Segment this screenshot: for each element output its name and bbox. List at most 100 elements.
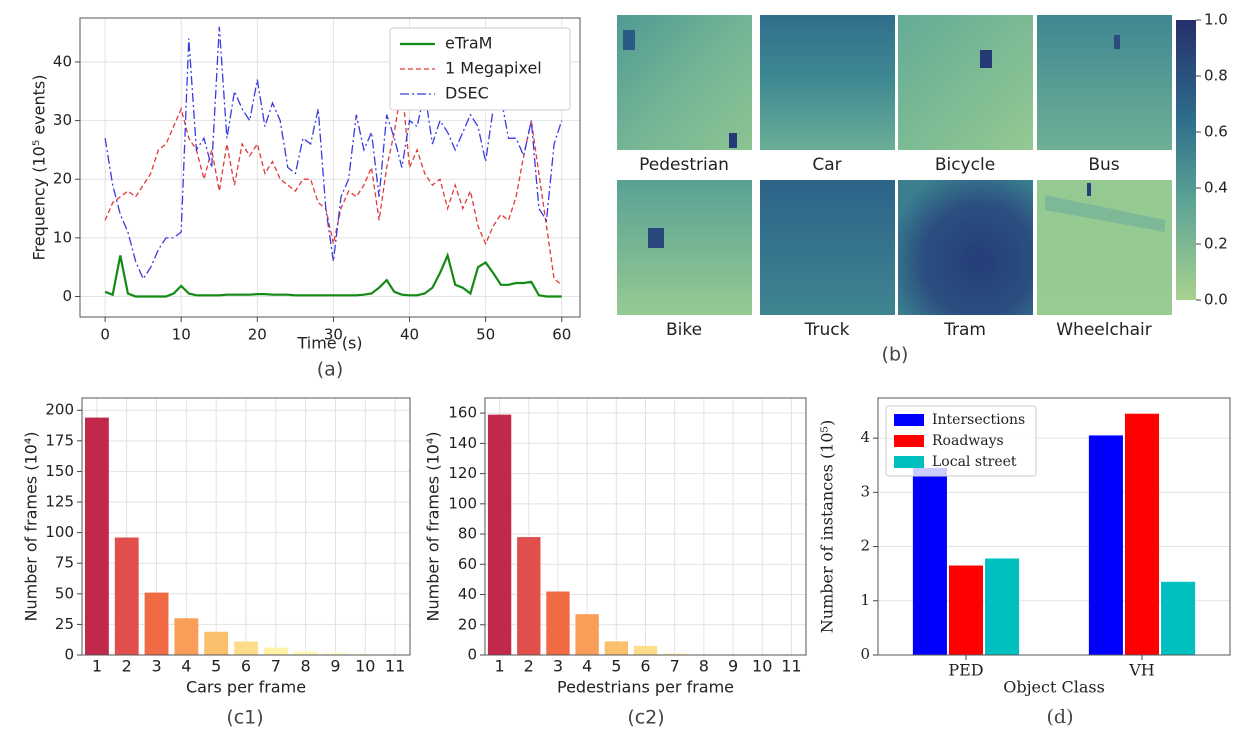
legend-label: 1 Megapixel	[445, 59, 542, 78]
y-tick-label: 150	[45, 462, 74, 480]
x-tick-label: 9	[330, 657, 340, 676]
caption: (b)	[882, 344, 909, 366]
bar	[353, 653, 378, 655]
x-axis-label: Cars per frame	[186, 678, 306, 697]
colorbar-tick-label: 1.0	[1204, 11, 1228, 29]
bar	[575, 614, 599, 655]
bar	[174, 618, 199, 655]
panel-label: Bicycle	[935, 155, 995, 175]
x-tick-label: 11	[385, 657, 405, 676]
panel-label: Truck	[804, 320, 850, 340]
y-tick-label: 1	[860, 591, 870, 609]
y-tick-label: 4	[860, 428, 870, 446]
y-tick-label: 175	[45, 431, 74, 449]
colorbar-tick-label: 0.2	[1204, 235, 1228, 253]
heatmap-spot	[648, 228, 664, 248]
bar	[263, 647, 288, 655]
bar	[1088, 435, 1123, 655]
x-tick-label: 30	[324, 326, 343, 344]
plot-frame	[79, 17, 581, 318]
heatmap-panel	[898, 180, 1033, 315]
y-tick-label: 30	[53, 111, 72, 129]
y-tick-label: 0	[860, 645, 870, 663]
bar	[1124, 413, 1160, 655]
y-tick-label: 160	[448, 404, 477, 422]
x-tick-label: 0	[100, 326, 110, 344]
x-tick-label: 8	[301, 657, 311, 676]
bar	[517, 537, 541, 655]
y-tick-label: 20	[53, 170, 72, 188]
bar	[1161, 581, 1196, 655]
legend-label: Local street	[932, 454, 1017, 470]
series-line	[104, 252, 562, 298]
y-tick-label: 60	[458, 555, 477, 573]
series-line	[104, 26, 563, 281]
y-tick-label: 25	[55, 615, 74, 633]
x-tick-label: 3	[151, 657, 161, 676]
legend-label: Intersections	[932, 412, 1025, 428]
bar	[985, 558, 1020, 655]
bar	[114, 537, 139, 655]
y-tick-label: 125	[45, 493, 74, 511]
heatmap-panel	[760, 15, 895, 150]
x-tick-label: 4	[582, 657, 592, 676]
caption: (d)	[1047, 706, 1074, 728]
y-tick-label: 140	[448, 434, 477, 452]
y-tick-label: 200	[45, 401, 74, 419]
bar	[546, 591, 570, 655]
colorbar-tick-label: 0.0	[1204, 291, 1228, 309]
panel-label: Bike	[666, 320, 702, 340]
heatmap-panel	[760, 180, 895, 315]
x-tick-label: 10	[172, 326, 191, 344]
bar	[144, 592, 169, 655]
y-axis-label: Number of instances (10⁵)	[818, 420, 837, 633]
y-axis-label: Number of frames (10⁴)	[22, 432, 41, 622]
legend-label: eTraM	[445, 34, 492, 53]
caption: (c2)	[627, 707, 664, 729]
bar	[204, 631, 229, 655]
chart-panel: 0 10 20 30 40 Time (s) Frequency (10⁵ events) 0…	[30, 17, 581, 381]
chart-panel: Pedestrian Car Bicycle Bus Bike Truck Tram Whee…	[617, 11, 1228, 366]
y-tick-label: 20	[458, 615, 477, 633]
series-line	[104, 85, 563, 286]
heatmap-spot	[729, 133, 737, 148]
bar	[663, 653, 687, 655]
colorbar-tick-label: 0.4	[1204, 179, 1228, 197]
x-tick-label: 20	[248, 326, 267, 344]
colorbar	[1176, 20, 1196, 300]
heatmap-spot	[980, 50, 992, 68]
x-tick-label: VH	[1128, 661, 1155, 680]
x-tick-label: 8	[699, 657, 709, 676]
x-axis-label: Time (s)	[296, 334, 362, 353]
x-tick-label: 10	[355, 657, 375, 676]
x-tick-label: 11	[781, 657, 801, 676]
x-tick-label: 1	[494, 657, 504, 676]
x-tick-label: 50	[476, 326, 495, 344]
y-tick-label: 0	[62, 287, 72, 305]
heatmap-spot	[1114, 35, 1120, 49]
x-tick-label: 10	[752, 657, 772, 676]
heatmap-streak	[1045, 195, 1165, 232]
bar	[604, 641, 628, 655]
panel-label: Car	[812, 155, 841, 175]
bar	[487, 414, 512, 655]
x-tick-label: 9	[728, 657, 738, 676]
plot-frame	[877, 397, 1231, 656]
x-tick-label: 60	[552, 326, 571, 344]
heatmap-panel	[1037, 15, 1172, 150]
panel-label: Bus	[1088, 155, 1119, 175]
bar	[293, 651, 318, 655]
y-tick-label: 2	[860, 537, 870, 555]
x-tick-label: 5	[211, 657, 221, 676]
y-tick-label: 100	[448, 494, 477, 512]
heatmap-panel	[898, 15, 1033, 150]
colorbar-tick-label: 0.6	[1204, 123, 1228, 141]
x-tick-label: 40	[400, 326, 419, 344]
y-tick-label: 100	[45, 523, 74, 541]
x-axis-label: Pedestrians per frame	[557, 678, 734, 697]
y-tick-label: 80	[458, 525, 477, 543]
chart-panel: 0 20 40 60 80 100 120 140 160 Pedestrians per fra…	[424, 397, 807, 729]
y-tick-label: 0	[64, 646, 74, 664]
